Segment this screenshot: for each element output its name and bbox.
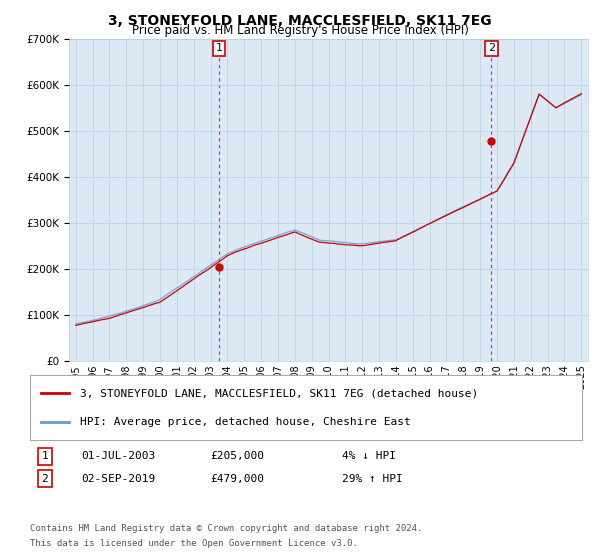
Text: 2: 2 — [41, 474, 49, 484]
Text: This data is licensed under the Open Government Licence v3.0.: This data is licensed under the Open Gov… — [30, 539, 358, 548]
Text: Contains HM Land Registry data © Crown copyright and database right 2024.: Contains HM Land Registry data © Crown c… — [30, 524, 422, 533]
Text: £479,000: £479,000 — [210, 474, 264, 484]
Text: 3, STONEYFOLD LANE, MACCLESFIELD, SK11 7EG (detached house): 3, STONEYFOLD LANE, MACCLESFIELD, SK11 7… — [80, 388, 478, 398]
Text: 1: 1 — [41, 451, 49, 461]
Text: Price paid vs. HM Land Registry's House Price Index (HPI): Price paid vs. HM Land Registry's House … — [131, 24, 469, 37]
Text: HPI: Average price, detached house, Cheshire East: HPI: Average price, detached house, Ches… — [80, 417, 410, 427]
Text: 02-SEP-2019: 02-SEP-2019 — [81, 474, 155, 484]
Text: £205,000: £205,000 — [210, 451, 264, 461]
Text: 4% ↓ HPI: 4% ↓ HPI — [342, 451, 396, 461]
Text: 1: 1 — [215, 44, 223, 53]
Text: 3, STONEYFOLD LANE, MACCLESFIELD, SK11 7EG: 3, STONEYFOLD LANE, MACCLESFIELD, SK11 7… — [108, 14, 492, 28]
Text: 2: 2 — [488, 44, 495, 53]
Text: 01-JUL-2003: 01-JUL-2003 — [81, 451, 155, 461]
Text: 29% ↑ HPI: 29% ↑ HPI — [342, 474, 403, 484]
